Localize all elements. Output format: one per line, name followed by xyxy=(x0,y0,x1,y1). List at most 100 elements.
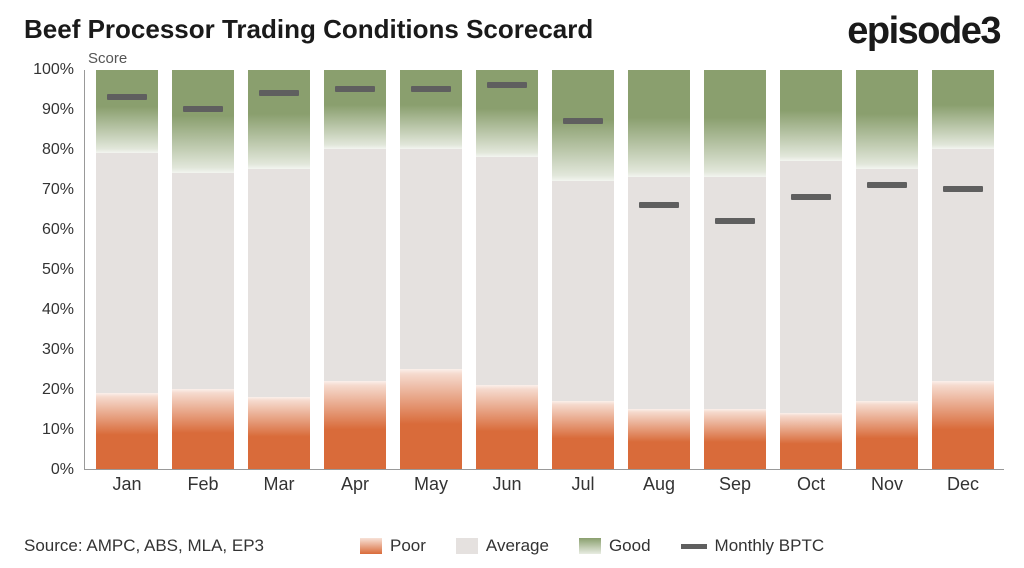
bptc-marker xyxy=(107,94,147,100)
bar xyxy=(552,70,614,469)
bptc-marker xyxy=(791,194,831,200)
legend-item-good: Good xyxy=(579,536,651,556)
y-axis-label: Score xyxy=(88,50,1024,67)
x-tick-label: Jul xyxy=(552,474,614,495)
bar xyxy=(324,70,386,469)
segment-average xyxy=(172,173,234,389)
bar xyxy=(248,70,310,469)
bar xyxy=(780,70,842,469)
segment-poor xyxy=(400,369,462,469)
legend: Poor Average Good Monthly BPTC xyxy=(360,536,824,556)
segment-average xyxy=(400,149,462,369)
legend-label-average: Average xyxy=(486,536,549,556)
segment-average xyxy=(856,169,918,401)
segment-poor xyxy=(172,389,234,469)
bptc-marker xyxy=(259,90,299,96)
segment-good xyxy=(324,70,386,149)
x-tick-label: Oct xyxy=(780,474,842,495)
y-tick: 20% xyxy=(42,381,74,399)
y-axis: 0%10%20%30%40%50%60%70%80%90%100% xyxy=(24,70,80,470)
bptc-marker xyxy=(335,86,375,92)
bar xyxy=(400,70,462,469)
bptc-marker xyxy=(715,218,755,224)
bptc-marker xyxy=(867,182,907,188)
bptc-marker xyxy=(639,202,679,208)
segment-poor xyxy=(324,381,386,469)
segment-good xyxy=(856,70,918,169)
segment-good xyxy=(172,70,234,173)
segment-average xyxy=(476,157,538,385)
x-tick-label: Sep xyxy=(704,474,766,495)
segment-poor xyxy=(96,393,158,469)
source-text: Source: AMPC, ABS, MLA, EP3 xyxy=(24,536,264,556)
legend-item-bptc: Monthly BPTC xyxy=(681,536,825,556)
x-tick-label: Feb xyxy=(172,474,234,495)
bar xyxy=(172,70,234,469)
x-tick-label: Aug xyxy=(628,474,690,495)
chart-area: 0%10%20%30%40%50%60%70%80%90%100% JanFeb… xyxy=(24,70,1004,500)
legend-item-average: Average xyxy=(456,536,549,556)
segment-poor xyxy=(856,401,918,469)
y-tick: 10% xyxy=(42,421,74,439)
chart-title: Beef Processor Trading Conditions Scorec… xyxy=(24,14,593,45)
segment-poor xyxy=(628,409,690,469)
segment-good xyxy=(96,70,158,153)
segment-poor xyxy=(932,381,994,469)
y-tick: 0% xyxy=(51,461,74,479)
bptc-marker xyxy=(943,186,983,192)
legend-label-good: Good xyxy=(609,536,651,556)
segment-poor xyxy=(552,401,614,469)
segment-average xyxy=(932,149,994,381)
segment-average xyxy=(704,177,766,409)
y-tick: 40% xyxy=(42,301,74,319)
segment-good xyxy=(248,70,310,169)
bptc-marker xyxy=(183,106,223,112)
bar xyxy=(856,70,918,469)
segment-good xyxy=(704,70,766,177)
segment-average xyxy=(628,177,690,409)
bptc-marker xyxy=(411,86,451,92)
segment-good xyxy=(628,70,690,177)
x-tick-label: Mar xyxy=(248,474,310,495)
y-tick: 90% xyxy=(42,101,74,119)
segment-poor xyxy=(780,413,842,469)
x-tick-label: Jun xyxy=(476,474,538,495)
swatch-poor-icon xyxy=(360,538,382,554)
bar xyxy=(704,70,766,469)
segment-average xyxy=(324,149,386,381)
segment-average xyxy=(552,181,614,401)
y-tick: 70% xyxy=(42,181,74,199)
swatch-bptc-icon xyxy=(681,544,707,549)
segment-poor xyxy=(248,397,310,469)
x-tick-label: May xyxy=(400,474,462,495)
segment-good xyxy=(932,70,994,149)
bar xyxy=(932,70,994,469)
segment-good xyxy=(400,70,462,149)
y-tick: 30% xyxy=(42,341,74,359)
legend-item-poor: Poor xyxy=(360,536,426,556)
swatch-good-icon xyxy=(579,538,601,554)
swatch-average-icon xyxy=(456,538,478,554)
y-tick: 60% xyxy=(42,221,74,239)
bptc-marker xyxy=(563,118,603,124)
legend-label-bptc: Monthly BPTC xyxy=(715,536,825,556)
brand-logo: episode3 xyxy=(847,14,1000,48)
segment-average xyxy=(248,169,310,397)
plot-area: JanFebMarAprMayJunJulAugSepOctNovDec xyxy=(84,70,1004,470)
legend-label-poor: Poor xyxy=(390,536,426,556)
y-tick: 80% xyxy=(42,141,74,159)
x-tick-label: Jan xyxy=(96,474,158,495)
bar xyxy=(628,70,690,469)
segment-good xyxy=(780,70,842,161)
segment-poor xyxy=(476,385,538,469)
segment-good xyxy=(552,70,614,181)
x-tick-label: Dec xyxy=(932,474,994,495)
x-tick-label: Apr xyxy=(324,474,386,495)
y-tick: 50% xyxy=(42,261,74,279)
bptc-marker xyxy=(487,82,527,88)
segment-average xyxy=(96,153,158,393)
segment-poor xyxy=(704,409,766,469)
bar xyxy=(96,70,158,469)
x-tick-label: Nov xyxy=(856,474,918,495)
bar xyxy=(476,70,538,469)
